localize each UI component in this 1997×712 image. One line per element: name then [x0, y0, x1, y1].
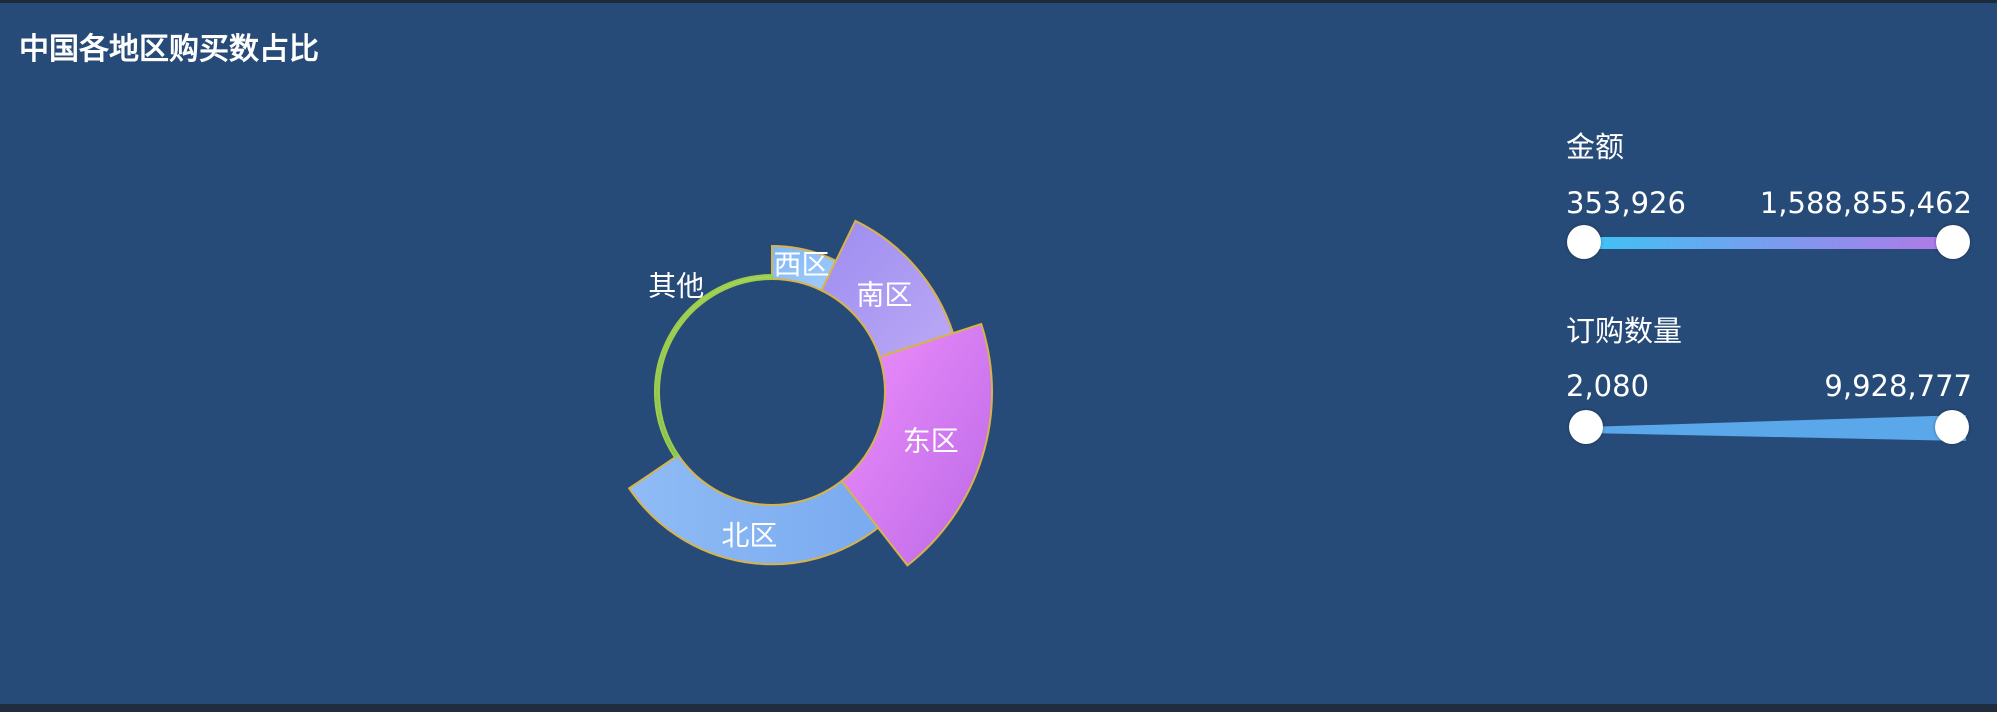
visualmap-amount-max: 1,588,855,462: [1759, 186, 1972, 220]
slice-south[interactable]: [820, 219, 955, 359]
slice-east[interactable]: [840, 322, 993, 567]
slice-other[interactable]: [654, 273, 773, 459]
label-west: 西区: [774, 248, 830, 281]
label-other: 其他: [648, 270, 704, 303]
label-north: 北区: [721, 519, 777, 552]
visualmap-amount-max-handle[interactable]: [1936, 225, 1970, 259]
visualmap-quantity-max-handle[interactable]: [1935, 410, 1969, 444]
visualmap-amount-title: 金额: [1566, 130, 1625, 164]
visualmap-amount-min: 353,926: [1566, 186, 1686, 220]
window-top-border: [0, 0, 1997, 3]
slice-north[interactable]: [627, 453, 880, 566]
label-east: 东区: [903, 425, 959, 458]
window-bottom-border: [0, 704, 1997, 712]
visualmap-quantity-title: 订购数量: [1566, 314, 1683, 348]
visualmap-quantity-min: 2,080: [1566, 369, 1650, 403]
chart-title: 中国各地区购买数占比: [19, 32, 319, 67]
label-south: 南区: [856, 278, 912, 311]
visualmap-amount-track[interactable]: [1580, 228, 1972, 258]
visualmap-quantity-max: 9,928,777: [1824, 369, 1972, 403]
visualmap-quantity-min-handle[interactable]: [1569, 410, 1603, 444]
visualmap-amount-min-handle[interactable]: [1567, 225, 1601, 259]
visualmap-quantity-track[interactable]: [1580, 410, 1972, 446]
